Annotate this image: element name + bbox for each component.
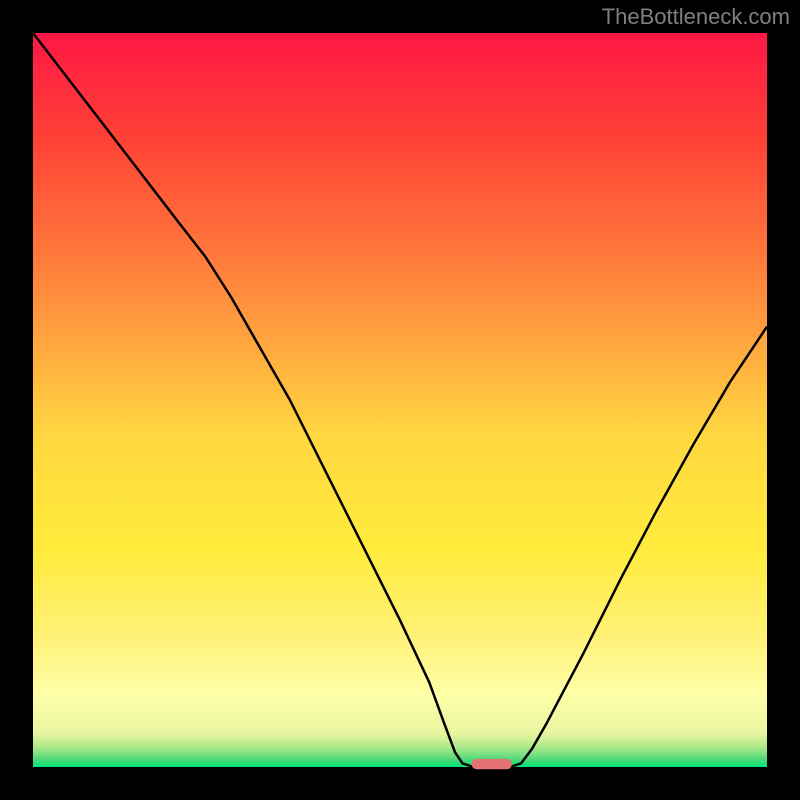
optimum-marker: [472, 759, 512, 769]
plot-background: [33, 33, 767, 767]
chart-container: TheBottleneck.com: [0, 0, 800, 800]
watermark-text: TheBottleneck.com: [602, 4, 790, 30]
bottleneck-chart: [0, 0, 800, 800]
